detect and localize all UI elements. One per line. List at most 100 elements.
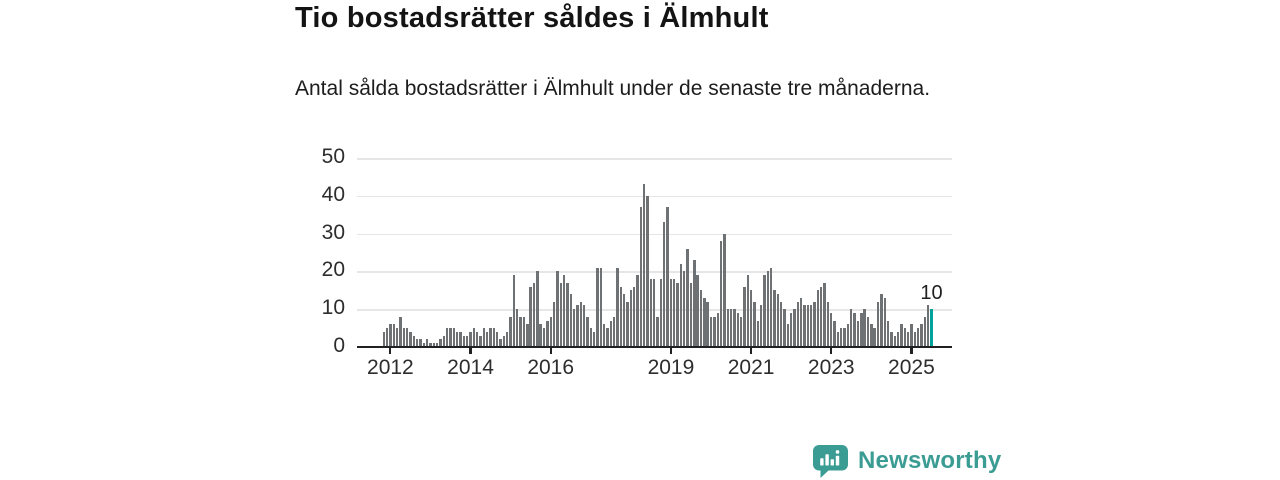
bar bbox=[856, 320, 860, 347]
bar bbox=[542, 328, 546, 347]
bar bbox=[546, 320, 549, 347]
bar bbox=[699, 290, 703, 347]
bar bbox=[472, 328, 476, 347]
bar bbox=[826, 301, 830, 347]
bar bbox=[429, 343, 432, 347]
bar bbox=[759, 305, 763, 347]
bar bbox=[736, 312, 739, 347]
bar bbox=[489, 328, 492, 347]
bar bbox=[833, 320, 836, 347]
bar bbox=[806, 305, 810, 347]
x-tick-2012 bbox=[389, 348, 392, 355]
bar bbox=[669, 278, 673, 347]
bar bbox=[519, 316, 522, 347]
bar bbox=[703, 297, 706, 347]
x-tick-2019 bbox=[669, 348, 673, 355]
bar bbox=[846, 324, 850, 347]
bar bbox=[619, 286, 623, 347]
gridline-20 bbox=[357, 271, 952, 273]
bar bbox=[589, 328, 592, 347]
bar bbox=[756, 320, 759, 347]
bar bbox=[920, 324, 923, 347]
bar bbox=[389, 324, 392, 347]
bar bbox=[843, 328, 846, 347]
bar bbox=[876, 301, 880, 347]
bar bbox=[466, 335, 469, 347]
bar bbox=[890, 331, 893, 347]
bar bbox=[405, 328, 409, 347]
bar bbox=[569, 294, 572, 347]
bar bbox=[723, 233, 726, 347]
x-tick-2021 bbox=[750, 348, 753, 355]
bar bbox=[789, 312, 793, 347]
newsworthy-chart-bubble-icon bbox=[812, 444, 849, 479]
plot-area bbox=[357, 158, 952, 347]
bar bbox=[639, 207, 643, 347]
bar bbox=[529, 286, 532, 347]
bar bbox=[696, 275, 699, 347]
bar bbox=[713, 316, 716, 347]
bar bbox=[506, 331, 509, 347]
x-tick-2025 bbox=[910, 348, 913, 355]
bar bbox=[435, 343, 439, 347]
bar bbox=[896, 331, 900, 347]
x-axis-label-2019: 2019 bbox=[647, 356, 695, 379]
y-axis-label-0: 0 bbox=[333, 334, 345, 357]
bar bbox=[749, 290, 753, 347]
bar bbox=[492, 328, 496, 347]
bar bbox=[746, 275, 749, 347]
bar bbox=[499, 339, 502, 347]
bar bbox=[810, 305, 813, 347]
bar bbox=[469, 331, 472, 347]
y-axis-label-20: 20 bbox=[321, 258, 345, 282]
bar bbox=[616, 267, 619, 347]
bar bbox=[612, 316, 616, 347]
bar bbox=[442, 335, 445, 347]
bar bbox=[566, 282, 569, 347]
bar bbox=[526, 324, 529, 347]
bar bbox=[726, 309, 729, 347]
bar bbox=[870, 324, 873, 347]
bar bbox=[769, 267, 773, 347]
bar bbox=[455, 331, 459, 347]
bar bbox=[873, 328, 876, 347]
bar bbox=[516, 309, 519, 347]
x-axis-label-2014: 2014 bbox=[447, 356, 494, 379]
bar bbox=[549, 316, 552, 347]
bar bbox=[445, 328, 449, 347]
bar bbox=[686, 248, 689, 347]
bar bbox=[679, 263, 683, 347]
bar bbox=[683, 271, 686, 347]
bar bbox=[522, 316, 526, 347]
bar bbox=[926, 305, 930, 347]
newsworthy-logo: Newsworthy bbox=[812, 443, 1001, 479]
bar bbox=[459, 331, 462, 347]
y-axis-label-50: 50 bbox=[321, 145, 345, 168]
bar bbox=[689, 282, 693, 347]
bar bbox=[903, 328, 906, 347]
gridline-30 bbox=[357, 233, 952, 236]
bar bbox=[622, 294, 626, 347]
bar bbox=[559, 282, 562, 347]
bar bbox=[906, 331, 910, 347]
bar bbox=[512, 275, 516, 347]
bar bbox=[666, 207, 669, 347]
bar bbox=[796, 301, 800, 347]
bar bbox=[606, 328, 609, 347]
x-axis-line bbox=[357, 345, 952, 349]
bar bbox=[509, 316, 512, 347]
chart-title: Tio bostadsrätter såldes i Älmhult bbox=[295, 2, 769, 34]
bar bbox=[773, 290, 776, 347]
y-axis-label-10: 10 bbox=[321, 296, 345, 320]
bar bbox=[596, 267, 599, 347]
bar bbox=[880, 294, 883, 347]
bar bbox=[609, 320, 612, 347]
x-tick-2023 bbox=[830, 348, 833, 355]
bar bbox=[900, 324, 903, 347]
bar bbox=[422, 343, 425, 347]
bar bbox=[923, 316, 926, 347]
bar bbox=[816, 290, 820, 347]
y-axis-label-40: 40 bbox=[321, 182, 345, 206]
y-axis-label-30: 30 bbox=[321, 220, 345, 244]
